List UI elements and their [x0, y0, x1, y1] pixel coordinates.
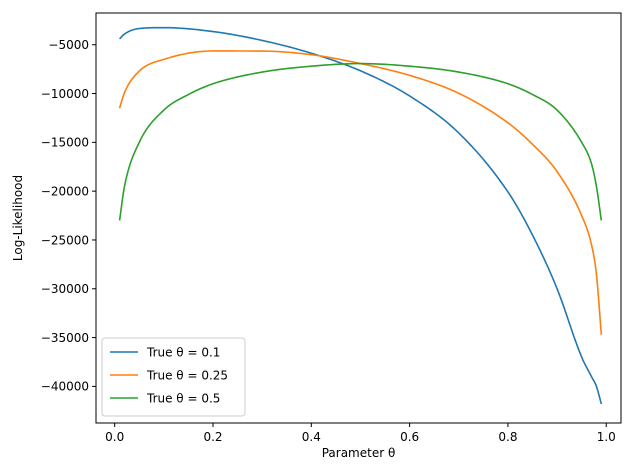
- legend-label: True θ = 0.25: [146, 369, 228, 383]
- y-tick-label: −30000: [41, 282, 89, 296]
- series-layer: [118, 26, 603, 405]
- y-axis-ticks: −40000 −35000 −30000 −25000 −20000 −15000 −100…: [41, 38, 96, 394]
- legend-label: True θ = 0.5: [146, 392, 220, 406]
- x-tick-label: 0.4: [302, 430, 321, 444]
- y-tick-label: −15000: [41, 136, 89, 150]
- x-tick-label: 0.2: [203, 430, 222, 444]
- series-line-1: [119, 26, 603, 405]
- x-tick-label: 0.8: [498, 430, 517, 444]
- plot-frame: [95, 12, 622, 424]
- y-tick-label: −5000: [48, 38, 89, 52]
- x-tick-label: 0.6: [400, 430, 419, 444]
- legend: True θ = 0.1 True θ = 0.25 True θ = 0.5: [101, 337, 246, 417]
- y-tick-label: −10000: [41, 87, 89, 101]
- legend-label: True θ = 0.1: [146, 346, 220, 360]
- legend-frame: [101, 337, 246, 417]
- x-axis-label: Parameter θ: [322, 446, 396, 460]
- series-line-2: [118, 50, 603, 335]
- x-tick-label: 0.0: [105, 430, 124, 444]
- series-line-3: [118, 62, 603, 221]
- y-axis-label: Log-Likelihood: [11, 175, 25, 261]
- y-tick-label: −20000: [41, 184, 89, 198]
- y-tick-label: −35000: [41, 331, 89, 345]
- y-tick-label: −40000: [41, 380, 89, 394]
- x-axis-ticks: 0.0 0.2 0.4 0.6 0.8 1.0: [105, 423, 616, 444]
- y-tick-label: −25000: [41, 233, 89, 247]
- x-tick-label: 1.0: [597, 430, 616, 444]
